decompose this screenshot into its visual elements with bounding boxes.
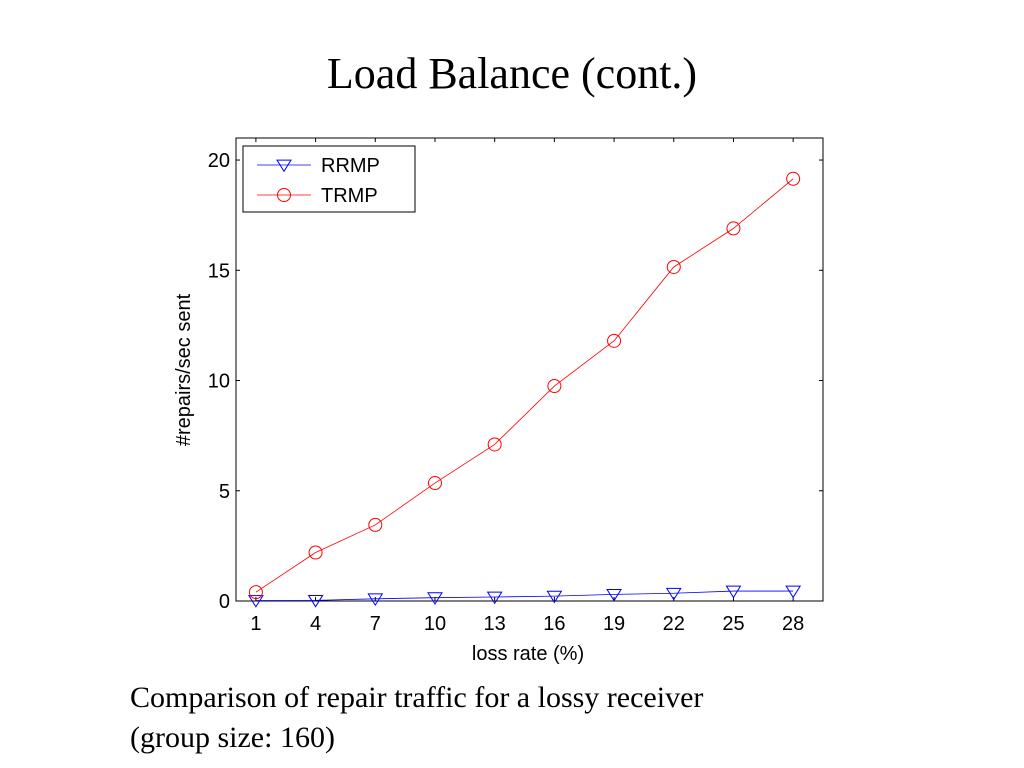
plot-frame	[235, 137, 824, 602]
data-point-trmp	[487, 437, 502, 452]
series-rrmp	[247, 585, 802, 608]
legend-marker-trmp	[277, 188, 291, 202]
y-axis-label: #repairs/sec sent	[173, 293, 195, 446]
x-tick-label: 1	[250, 613, 261, 635]
x-tick-label: 22	[663, 613, 685, 635]
legend-label-trmp: TRMP	[321, 185, 378, 207]
data-point-trmp	[547, 379, 562, 394]
data-point-trmp	[368, 517, 383, 532]
y-tick-label: 5	[219, 481, 230, 503]
data-point-rrmp	[606, 588, 622, 602]
data-point-rrmp	[486, 591, 503, 605]
data-point-trmp	[248, 585, 263, 600]
x-tick-label: 4	[310, 613, 321, 635]
x-axis-label: loss rate (%)	[472, 643, 584, 665]
legend-marker-rrmp	[276, 159, 292, 173]
data-point-rrmp	[247, 595, 264, 608]
x-tick-label: 28	[782, 613, 804, 635]
data-point-trmp	[726, 221, 741, 236]
caption-line-2: (group size: 160)	[130, 721, 335, 754]
y-tick-label: 10	[208, 371, 230, 393]
data-point-trmp	[607, 333, 622, 348]
legend-label-rrmp: RRMP	[321, 155, 380, 177]
y-tick-label: 0	[219, 591, 230, 613]
y-tick-label: 15	[208, 260, 230, 282]
series-layer	[247, 171, 802, 608]
x-tick-label: 7	[370, 613, 381, 635]
series-line-trmp	[255, 178, 794, 593]
data-point-rrmp	[546, 590, 563, 604]
data-point-rrmp	[307, 594, 324, 608]
x-tick-label: 25	[722, 613, 744, 635]
data-point-trmp	[666, 259, 681, 274]
data-point-trmp	[308, 545, 323, 560]
legend: RRMP TRMP	[242, 145, 416, 213]
x-tick-label: 10	[424, 613, 446, 635]
legend-box	[242, 145, 416, 213]
slide-caption: Comparison of repair traffic for a lossy…	[130, 678, 890, 758]
x-tick-label: 16	[543, 613, 565, 635]
y-tick-label: 20	[208, 150, 230, 172]
data-point-rrmp	[427, 592, 443, 605]
data-point-trmp	[427, 476, 442, 491]
data-point-trmp	[786, 171, 801, 186]
caption-line-1: Comparison of repair traffic for a lossy…	[130, 681, 704, 714]
axes: 1 4 7 10 13 16 19 22 25 28 0 5 10 15 20	[208, 137, 824, 635]
data-point-rrmp	[725, 585, 742, 599]
slide-title: Load Balance (cont.)	[326, 49, 698, 98]
data-point-rrmp	[367, 593, 384, 607]
x-tick-label: 19	[603, 613, 625, 635]
x-tick-label: 13	[484, 613, 506, 635]
data-point-rrmp	[665, 587, 682, 601]
series-line-rrmp	[255, 590, 794, 601]
data-point-rrmp	[785, 585, 802, 599]
series-trmp	[248, 171, 801, 600]
